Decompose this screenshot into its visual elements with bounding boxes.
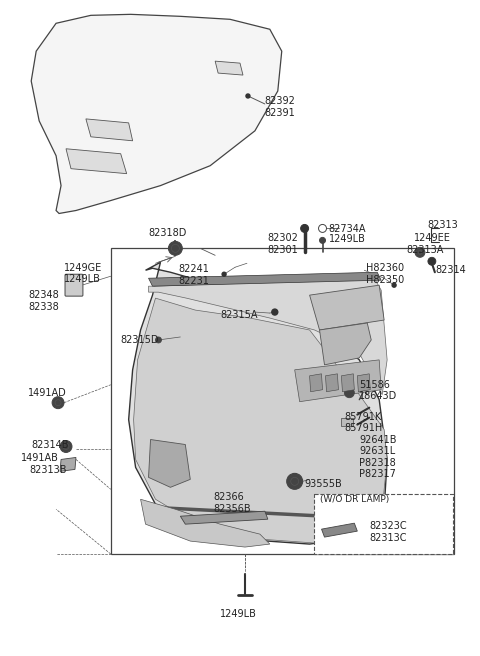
Text: 1249EE: 1249EE [414,234,451,243]
Polygon shape [310,374,323,392]
Polygon shape [341,374,354,392]
Text: 1249LB: 1249LB [328,234,365,245]
Text: 1249GE: 1249GE [64,263,102,274]
Polygon shape [148,440,190,487]
Circle shape [246,94,250,98]
Circle shape [300,224,309,232]
Polygon shape [180,511,268,524]
Polygon shape [86,119,132,141]
Polygon shape [141,499,270,547]
Text: 82302
82301: 82302 82301 [268,234,299,255]
Text: 82734A: 82734A [328,224,366,234]
Polygon shape [148,278,387,395]
Polygon shape [325,374,338,392]
Circle shape [168,241,182,255]
Text: 93555B: 93555B [305,480,342,489]
Polygon shape [320,323,371,365]
Circle shape [72,281,76,285]
Circle shape [344,388,354,398]
Bar [111,249,454,554]
FancyBboxPatch shape [313,494,453,554]
Text: 1491AB: 1491AB [21,453,59,464]
Bar [341,418,353,426]
Text: 82323C
82313C: 82323C 82313C [369,521,407,543]
Text: (W/O DR LAMP): (W/O DR LAMP) [320,495,389,504]
Text: 1491AD: 1491AD [28,388,67,398]
Text: 82313B: 82313B [29,465,67,476]
Circle shape [60,441,72,453]
Text: 82318D: 82318D [148,228,187,238]
Text: 18643D: 18643D [360,391,397,401]
Polygon shape [60,457,76,472]
Text: 1249LB: 1249LB [64,274,101,284]
Text: 82366
82356B: 82366 82356B [213,492,251,514]
Polygon shape [133,298,387,544]
Text: 82315D: 82315D [120,335,159,345]
Text: 82348
82338: 82348 82338 [28,290,59,312]
Circle shape [156,337,161,343]
Text: 82241
82231: 82241 82231 [179,264,209,286]
Text: 85791K
85791H: 85791K 85791H [344,412,383,433]
Text: 82314B: 82314B [31,440,69,449]
Text: 82314: 82314 [436,265,467,276]
Polygon shape [310,285,384,330]
Polygon shape [66,149,127,174]
Polygon shape [31,14,282,213]
Circle shape [320,237,325,243]
Polygon shape [215,61,243,75]
Polygon shape [148,272,381,286]
Polygon shape [129,262,387,544]
Polygon shape [357,374,370,392]
Text: 82313A: 82313A [406,245,444,255]
Polygon shape [295,360,381,401]
Circle shape [415,247,425,257]
Circle shape [428,257,436,265]
Polygon shape [322,523,357,537]
FancyBboxPatch shape [65,274,83,296]
Text: 82315A: 82315A [220,310,258,320]
Circle shape [392,283,396,287]
Text: 51586: 51586 [360,380,390,390]
Circle shape [52,397,64,409]
Circle shape [287,474,302,489]
Text: 1249LB: 1249LB [220,609,257,619]
Text: 92641B
92631L
P82318
P82317: 92641B 92631L P82318 P82317 [360,434,397,480]
Text: H82360
H82350: H82360 H82350 [366,263,405,285]
Text: 82392
82391: 82392 82391 [265,96,296,117]
Text: 82313: 82313 [427,220,457,230]
Circle shape [272,309,278,315]
Circle shape [222,272,226,276]
